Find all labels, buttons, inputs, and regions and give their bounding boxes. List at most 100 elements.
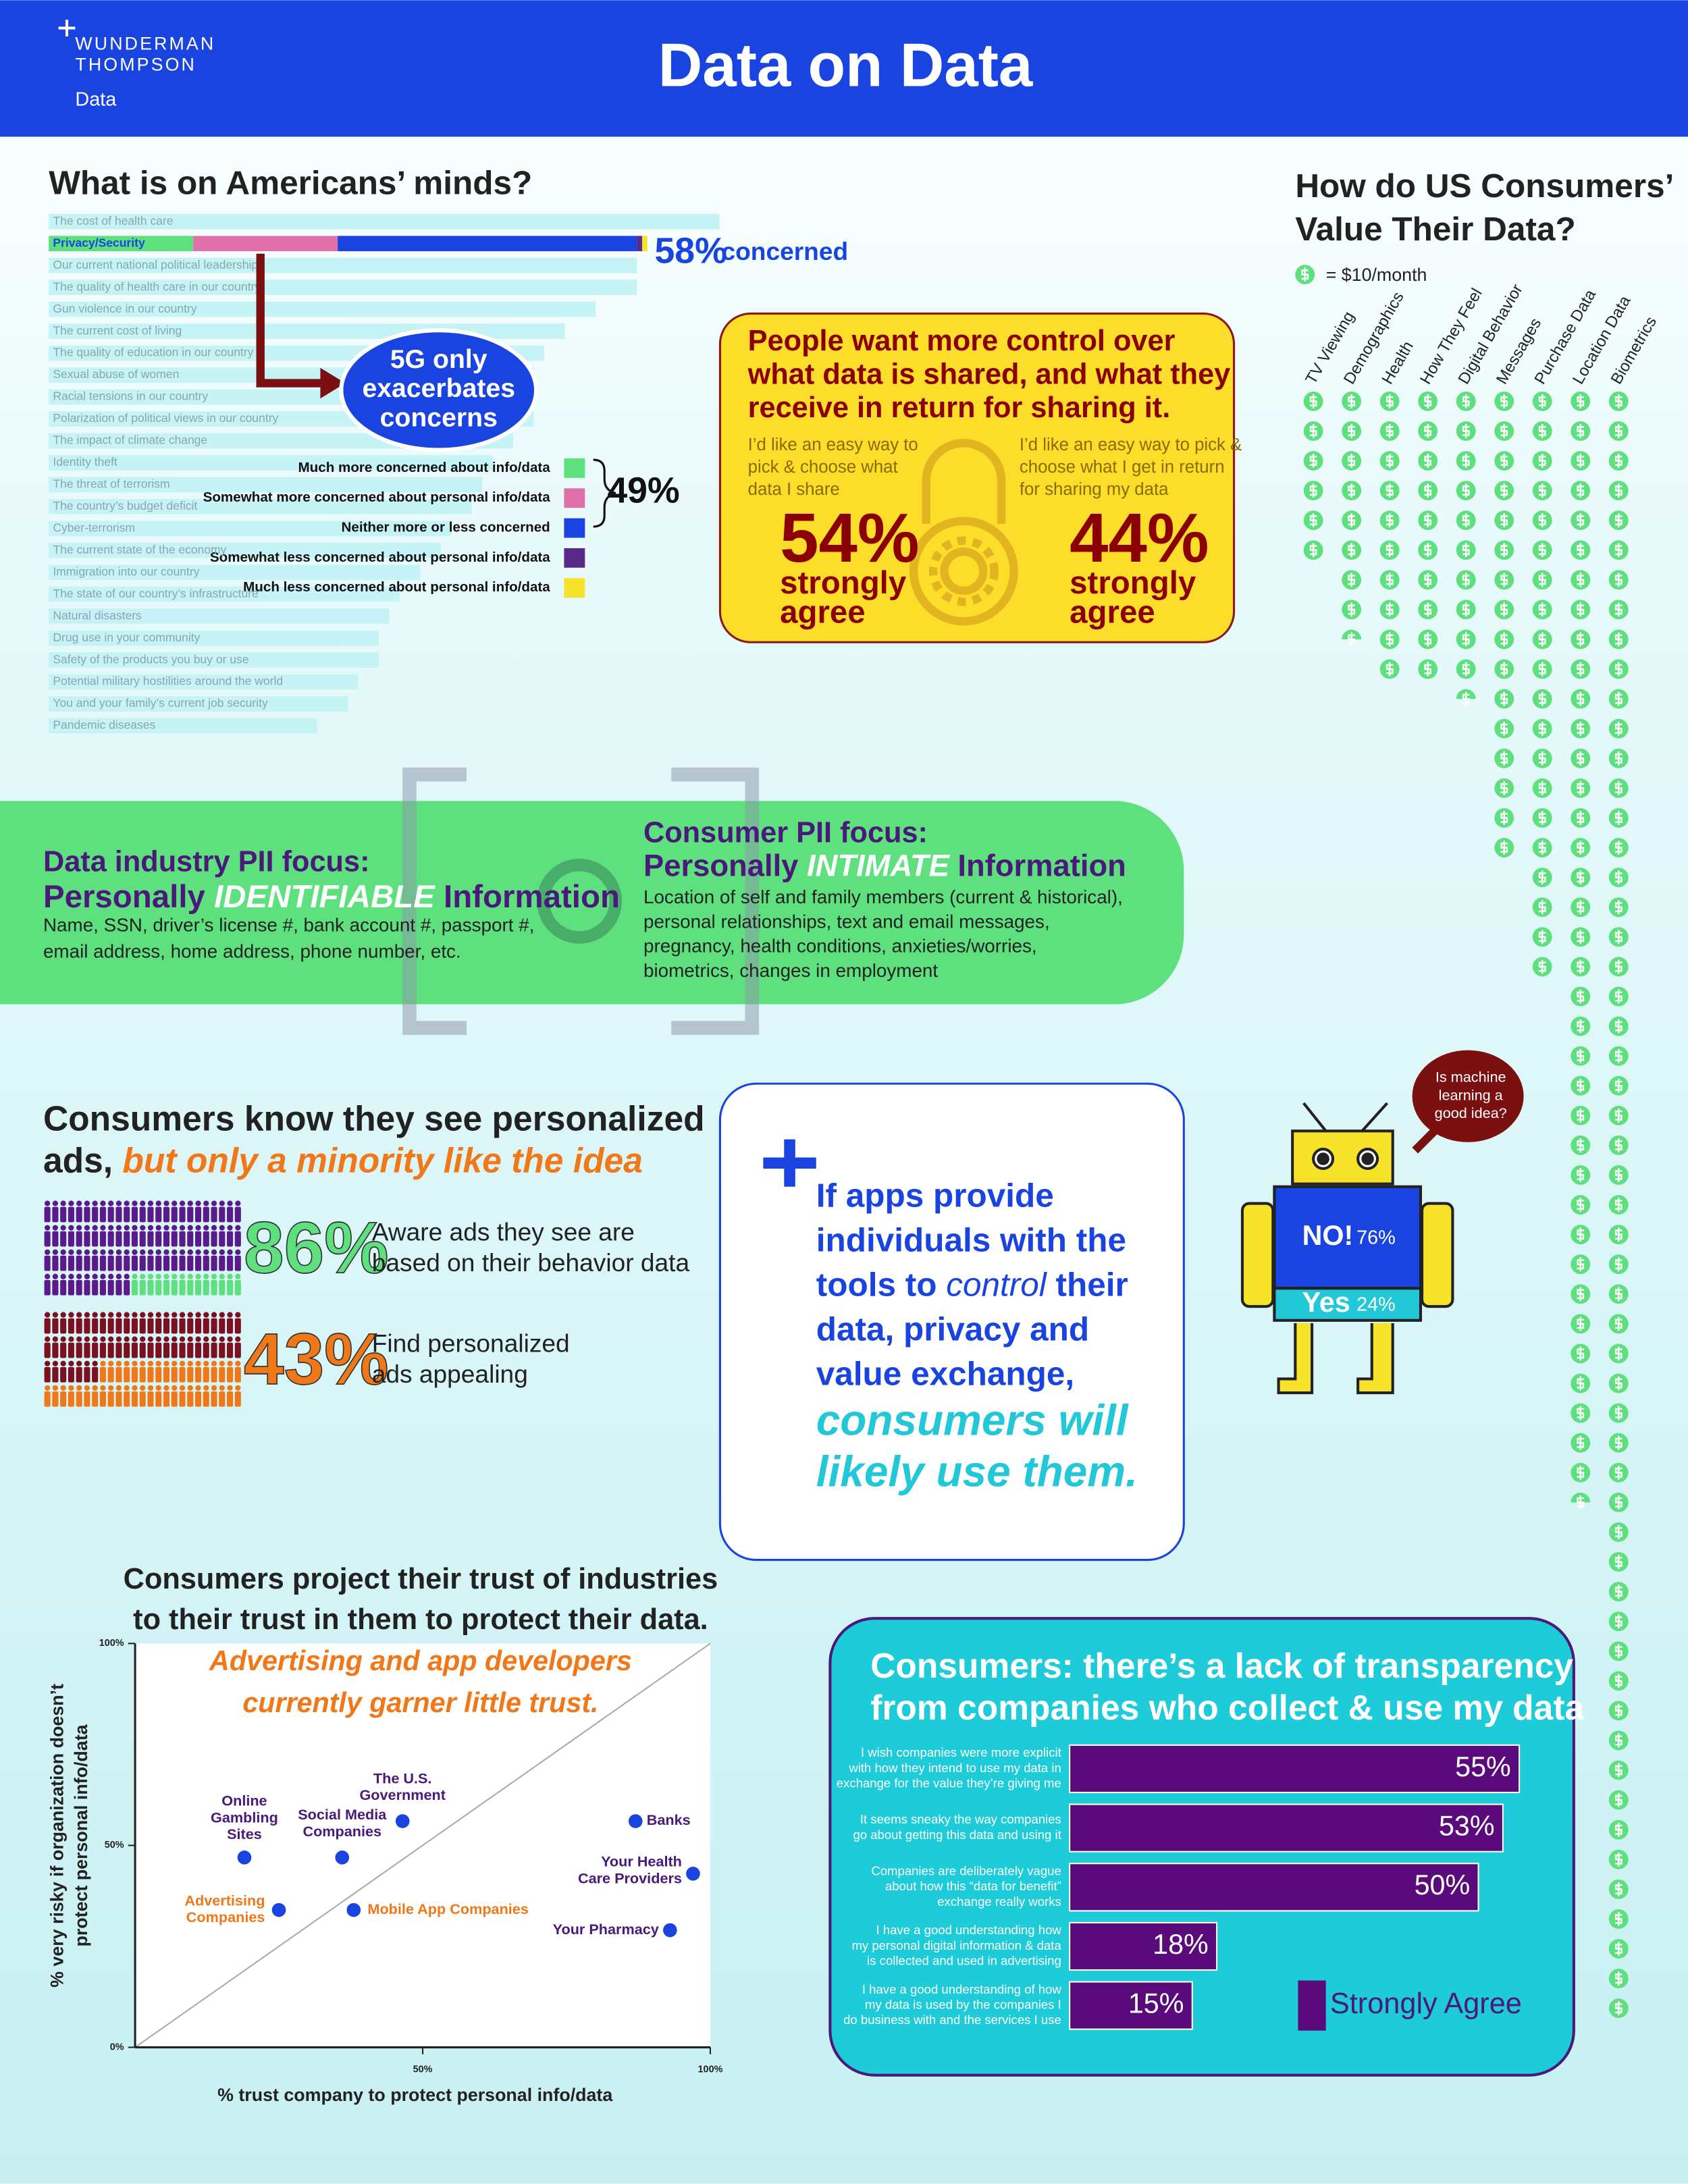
dollar-glyph — [1577, 1109, 1585, 1123]
figure-body — [60, 1255, 67, 1271]
bubble-tail — [1412, 1127, 1438, 1154]
figure-body — [234, 1206, 241, 1223]
bar — [49, 301, 596, 317]
category-label: Privacy/Security — [53, 236, 145, 249]
dollar-glyph — [1386, 662, 1394, 676]
bar — [49, 564, 421, 581]
figure-body — [60, 1231, 67, 1247]
figure-head — [203, 1312, 209, 1318]
figure-body — [99, 1391, 106, 1407]
dollar-glyph — [1577, 1227, 1585, 1242]
point — [628, 1814, 643, 1828]
header-band — [0, 0, 1688, 137]
dollar-glyph — [1538, 483, 1546, 498]
dollar-glyph — [1538, 781, 1546, 795]
logo-line: THOMPSON — [75, 54, 196, 74]
figure-head — [147, 1249, 154, 1255]
figure-head — [92, 1249, 98, 1255]
figure-body — [76, 1318, 82, 1334]
apps-emphasis: consumers will — [816, 1395, 1129, 1444]
legend — [1295, 265, 1315, 285]
big-stat: 54% — [780, 499, 919, 577]
dollar-glyph — [1614, 721, 1623, 736]
figure-head — [235, 1200, 241, 1206]
figure-body — [194, 1279, 202, 1296]
figure-body — [52, 1366, 59, 1383]
figure-body — [52, 1206, 59, 1223]
pii-circle — [537, 858, 622, 944]
dollar-glyph — [1538, 513, 1546, 528]
bubble-text: good idea? — [1435, 1104, 1507, 1121]
figure-head — [219, 1336, 225, 1342]
icon-column — [1418, 391, 1438, 679]
dollar-glyph — [1348, 513, 1356, 528]
figure-head — [52, 1360, 59, 1366]
bar — [49, 608, 390, 624]
pii-bracket — [402, 767, 760, 1035]
figure-body — [99, 1366, 106, 1383]
figure-head — [60, 1249, 66, 1255]
category-label: Our current national political leadershi… — [53, 258, 258, 271]
figure-head — [115, 1200, 122, 1206]
figure-head — [92, 1273, 98, 1279]
figure-head — [235, 1312, 241, 1318]
figure-head — [92, 1200, 98, 1206]
point-label: Banks — [647, 1811, 691, 1828]
y-tick-label: 50% — [105, 1840, 124, 1850]
pii-body: Name, SSN, driver’s license #, bank acco… — [43, 914, 535, 935]
dollar-glyph — [1614, 1287, 1623, 1302]
figure-head — [147, 1385, 154, 1391]
dollar-glyph — [1577, 424, 1585, 438]
figure-body — [219, 1318, 226, 1334]
dollar-glyph — [1614, 751, 1623, 766]
figure-body — [44, 1206, 51, 1223]
figure-head — [68, 1249, 74, 1255]
dollar-glyph — [1577, 513, 1585, 528]
figure-head — [163, 1360, 169, 1366]
value-label: 55% — [1455, 1751, 1511, 1782]
figure-body — [155, 1206, 162, 1223]
y-tick-label: 0% — [110, 2042, 124, 2052]
dollar-glyph — [1577, 781, 1585, 795]
figure-head — [108, 1336, 114, 1342]
figure-body — [68, 1231, 74, 1247]
dollar-glyph — [1538, 454, 1546, 468]
dollar-glyph — [1577, 394, 1585, 408]
dollar-glyph — [1538, 959, 1546, 974]
figure-head — [227, 1312, 233, 1318]
figure-head — [227, 1273, 233, 1279]
dollar-glyph — [1538, 930, 1546, 944]
pii-body: Location of self and family members (cur… — [643, 886, 1123, 907]
figure-body — [227, 1255, 234, 1271]
dollar-glyph — [1614, 959, 1623, 974]
figure-body — [147, 1231, 154, 1247]
dollar-glyph — [1462, 543, 1470, 558]
category-label: exchange for the value they’re giving me — [837, 1776, 1061, 1790]
figure-body — [194, 1206, 202, 1223]
figure-body — [179, 1279, 186, 1296]
figure-body — [171, 1231, 178, 1247]
figure-head — [195, 1249, 201, 1255]
figure-head — [187, 1336, 193, 1342]
callout-text: 5G only — [390, 345, 487, 374]
dollar-glyph — [1614, 1198, 1623, 1212]
figure-body — [52, 1318, 59, 1334]
dollar-glyph — [1500, 811, 1508, 825]
figure-head — [115, 1312, 122, 1318]
figure-head — [172, 1200, 178, 1206]
robot-segment — [1273, 1287, 1423, 1322]
dollar-glyph — [1614, 1614, 1623, 1628]
dollar-glyph — [1614, 454, 1623, 468]
point — [395, 1814, 410, 1828]
figure-body — [203, 1279, 209, 1296]
figure-body — [115, 1391, 122, 1407]
figure-body — [124, 1391, 130, 1407]
dollar-glyph — [1462, 454, 1470, 468]
figure-body — [107, 1231, 114, 1247]
dollar-glyph — [1386, 454, 1394, 468]
bar — [1069, 1863, 1479, 1912]
figure-body — [68, 1255, 74, 1271]
figure-body — [227, 1279, 234, 1296]
dollar-glyph — [1614, 1763, 1623, 1778]
stat-text: ads appealing — [372, 1360, 528, 1388]
